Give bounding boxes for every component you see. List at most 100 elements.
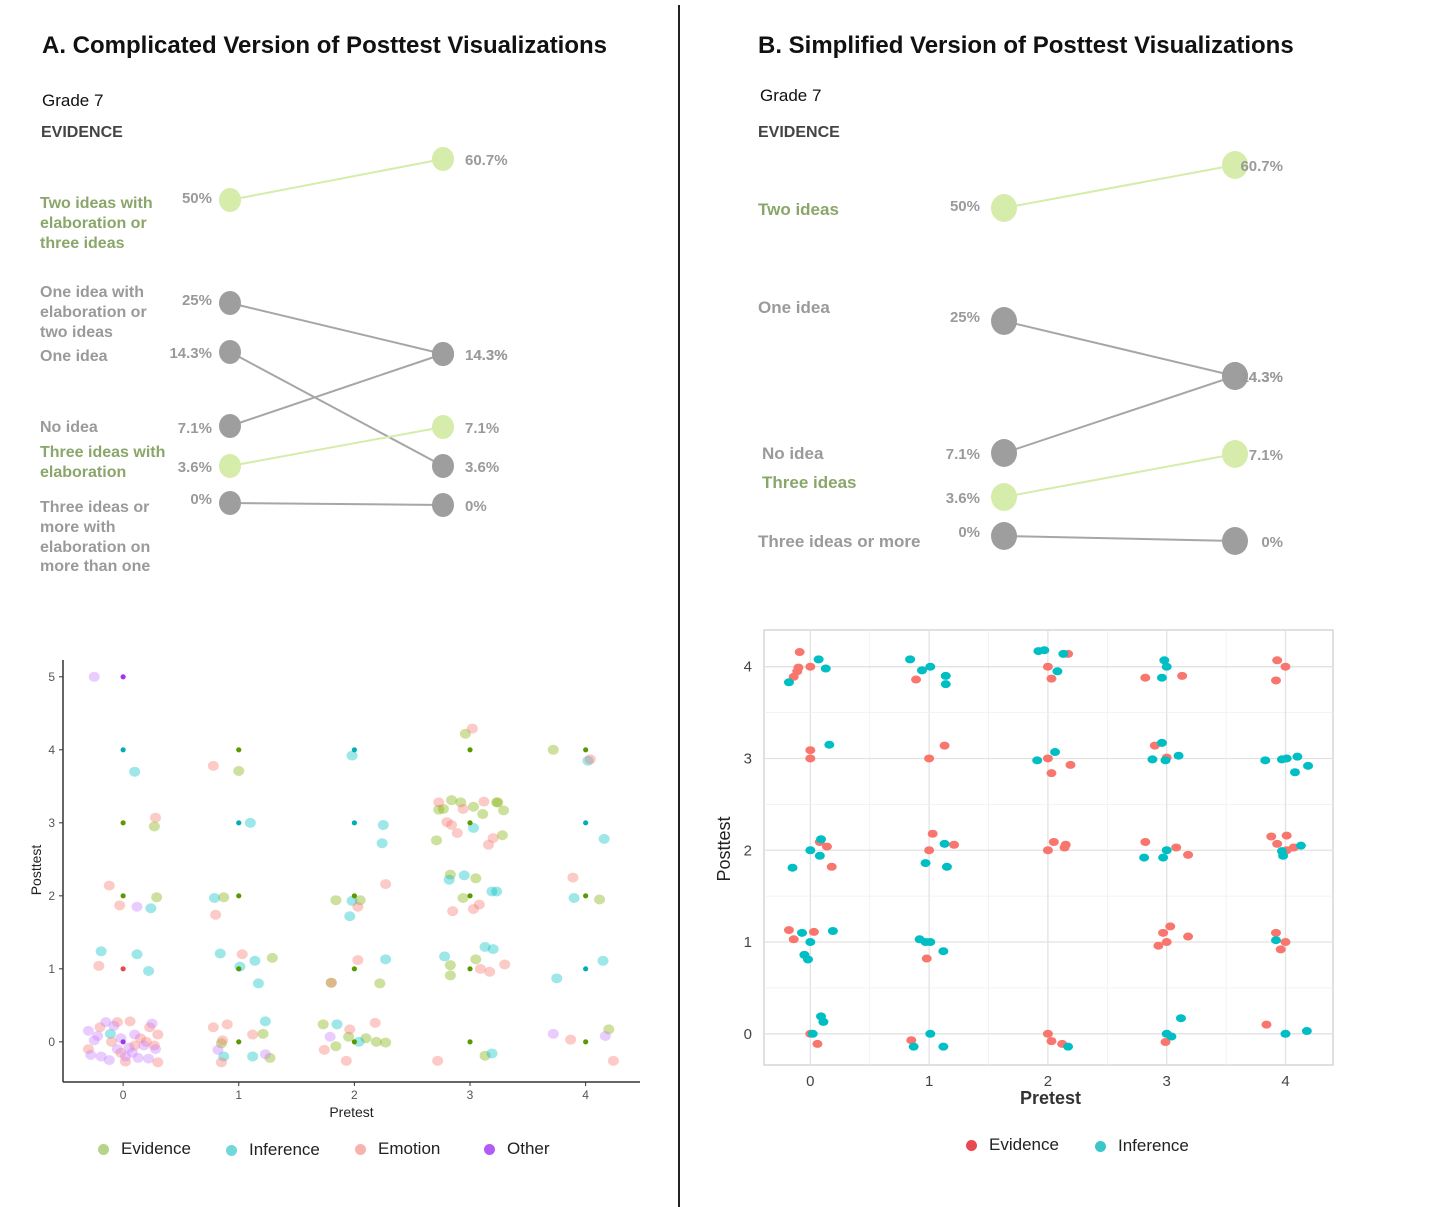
marker-inference	[351, 820, 357, 826]
point-emotion	[457, 803, 469, 814]
point-evidence	[924, 846, 935, 855]
marker-evidence	[236, 1039, 242, 1045]
point-emotion	[565, 1034, 577, 1045]
point-emotion	[111, 1017, 123, 1028]
point-inference	[487, 944, 499, 955]
point-evidence	[805, 754, 816, 763]
marker-evidence	[467, 966, 473, 972]
point-evidence	[808, 927, 819, 936]
point-other	[95, 1051, 107, 1062]
point-inference	[1147, 755, 1158, 764]
x-tick-label: 4	[1281, 1073, 1289, 1090]
legend-b-evidence: Evidence	[966, 1135, 1059, 1155]
point-emotion	[144, 1022, 156, 1033]
point-emotion	[210, 909, 222, 920]
x-tick-label: 0	[120, 1088, 127, 1102]
point-other	[547, 1028, 559, 1039]
panel-a-metric: EVIDENCE	[41, 124, 123, 141]
point-evidence	[354, 895, 366, 906]
posttest-percent: 0%	[465, 498, 487, 515]
point-evidence	[1042, 1029, 1053, 1038]
point-emotion	[93, 960, 105, 971]
point-evidence	[470, 873, 482, 884]
point-evidence	[467, 801, 479, 812]
point-evidence	[1272, 839, 1283, 848]
posttest-node	[432, 493, 454, 517]
posttest-percent: 60.7%	[465, 152, 508, 169]
point-inference	[1063, 1042, 1074, 1051]
point-evidence	[457, 893, 469, 904]
point-inference	[1166, 1032, 1177, 1041]
point-emotion	[478, 796, 490, 807]
point-evidence	[1270, 928, 1281, 937]
point-emotion	[441, 817, 453, 828]
pretest-percent: 3.6%	[178, 459, 212, 476]
point-inference	[331, 1019, 343, 1030]
point-evidence	[1048, 837, 1059, 846]
point-other	[129, 1029, 141, 1040]
point-evidence	[1161, 938, 1172, 947]
posttest-node	[432, 147, 454, 171]
category-label: Three ideas or more	[758, 532, 921, 551]
point-evidence	[360, 1033, 372, 1044]
point-evidence	[594, 894, 606, 905]
point-emotion	[447, 906, 459, 917]
x-tick-label: 2	[351, 1088, 358, 1102]
point-inference	[1032, 756, 1043, 765]
point-evidence	[1140, 837, 1151, 846]
point-inference	[816, 835, 827, 844]
point-emotion	[106, 1036, 118, 1047]
point-evidence	[218, 892, 230, 903]
legend-label: Inference	[1118, 1136, 1189, 1155]
point-inference	[1173, 751, 1184, 760]
point-inference	[1159, 656, 1170, 665]
point-evidence	[380, 1037, 392, 1048]
legend-dot	[98, 1143, 109, 1155]
point-evidence	[330, 1041, 342, 1052]
posttest-percent: 14.3%	[465, 347, 508, 364]
point-emotion	[352, 901, 364, 912]
point-evidence	[148, 821, 160, 832]
point-evidence	[1183, 850, 1194, 859]
y-tick-label: 5	[48, 670, 55, 684]
point-inference	[1039, 646, 1050, 655]
point-other	[131, 901, 143, 912]
legend-dot	[1095, 1140, 1106, 1152]
point-evidence	[496, 830, 508, 841]
point-evidence	[547, 744, 559, 755]
x-tick-label: 0	[806, 1073, 814, 1090]
point-evidence	[1158, 928, 1169, 937]
point-other	[82, 1025, 94, 1036]
pretest-percent: 3.6%	[946, 490, 980, 507]
point-evidence	[444, 970, 456, 981]
pretest-percent: 7.1%	[946, 446, 980, 463]
point-evidence	[603, 1024, 615, 1035]
category-label: No idea	[40, 419, 98, 436]
point-inference	[1161, 662, 1172, 671]
marker-evidence	[236, 893, 242, 899]
x-tick-label: 3	[1163, 1073, 1171, 1090]
point-emotion	[325, 977, 337, 988]
point-other	[88, 671, 100, 682]
posttest-percent: 14.3%	[1240, 369, 1283, 386]
point-inference	[814, 851, 825, 860]
point-evidence	[444, 869, 456, 880]
category-label: Three ideas	[762, 473, 857, 492]
point-inference	[249, 955, 261, 966]
y-tick-label: 1	[744, 934, 752, 951]
legend-label: Emotion	[378, 1139, 441, 1158]
posttest-percent: 0%	[1261, 534, 1283, 551]
point-evidence	[1270, 676, 1281, 685]
point-emotion	[221, 1019, 233, 1030]
point-emotion	[432, 1055, 444, 1066]
point-inference	[1050, 748, 1061, 757]
y-tick-label: 1	[48, 962, 55, 976]
point-evidence	[1153, 941, 1164, 950]
point-emotion	[369, 1017, 381, 1028]
point-emotion	[467, 903, 479, 914]
marker-evidence	[467, 893, 473, 899]
point-inference	[486, 1048, 498, 1059]
marker-evidence	[467, 747, 473, 753]
pretest-node	[991, 439, 1017, 467]
